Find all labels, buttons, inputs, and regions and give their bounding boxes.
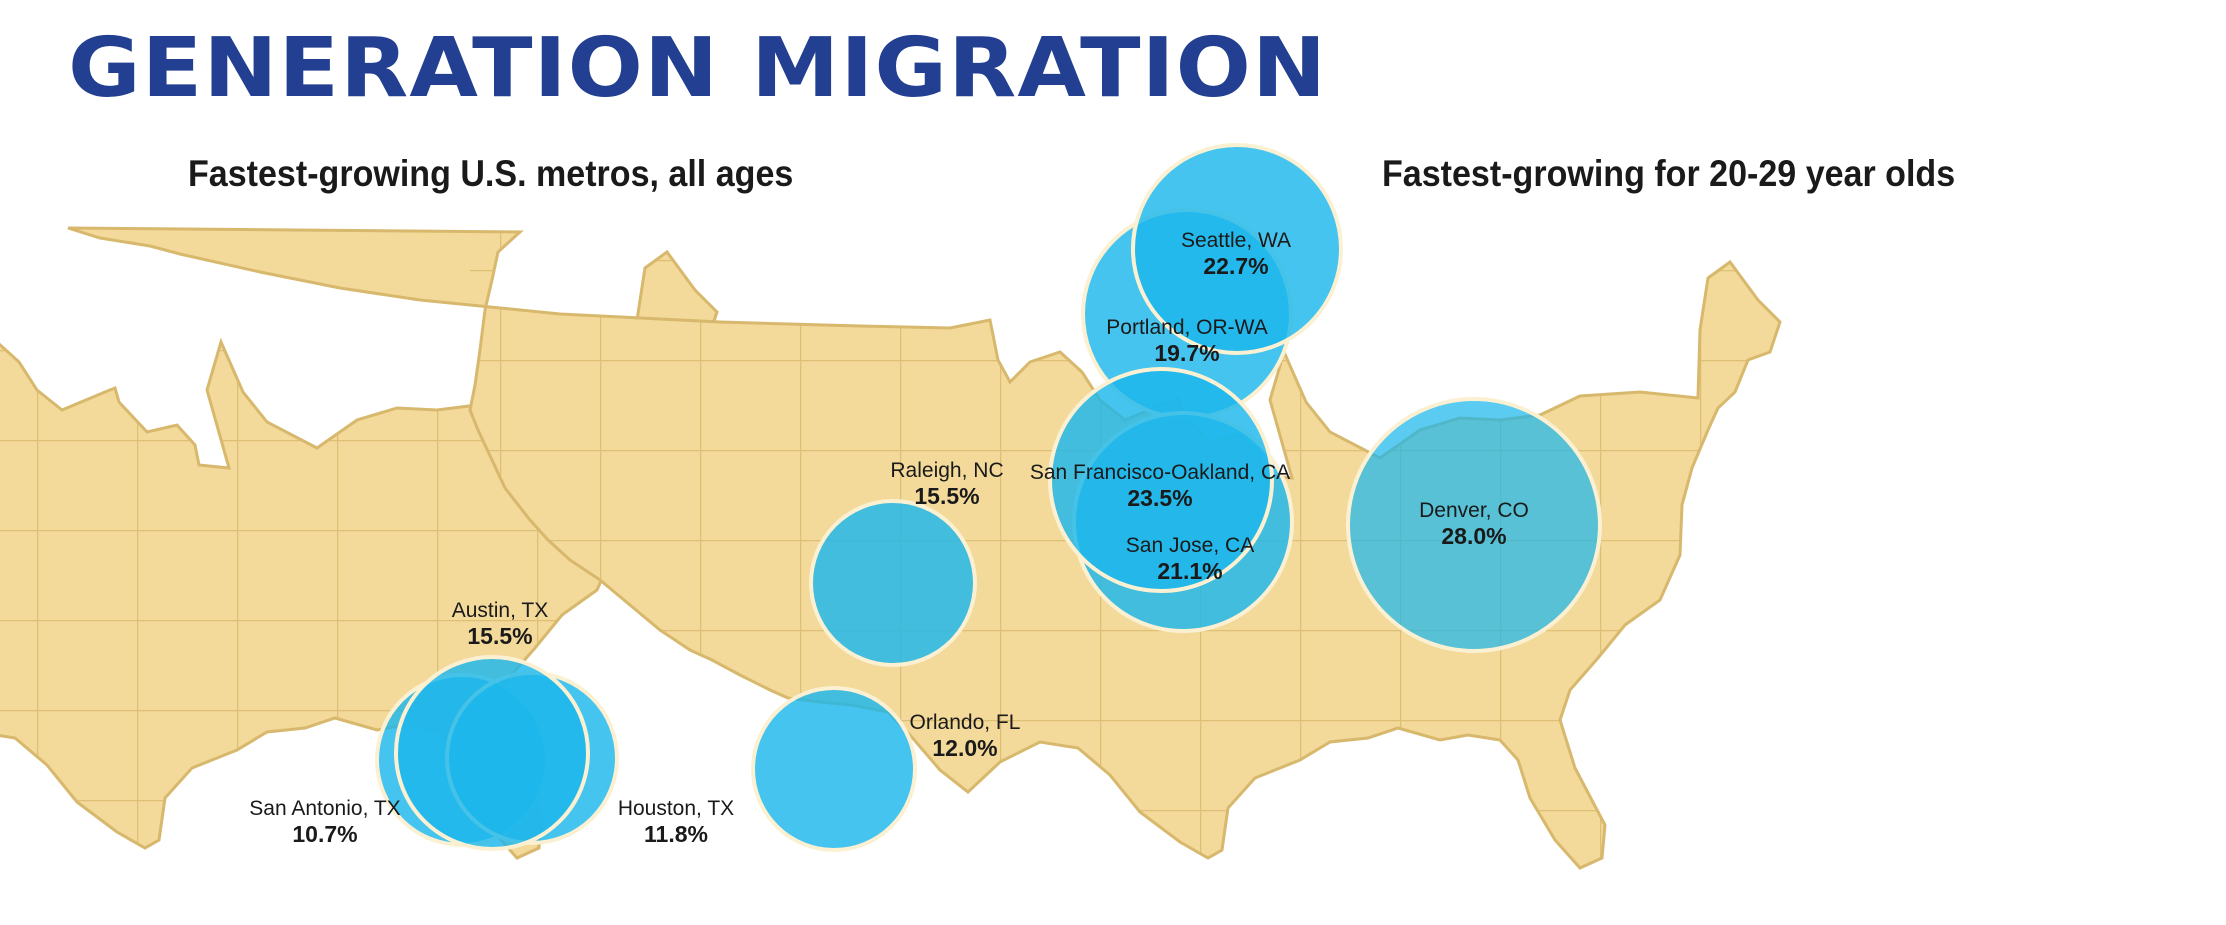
bubble-orlando	[751, 686, 917, 852]
metro-label-san-jose: San Jose, CA 21.1%	[1126, 533, 1254, 586]
right-map-title: Fastest-growing for 20-29 year olds	[1382, 153, 1956, 194]
page-title: GENERATION MIGRATION	[68, 21, 1328, 116]
metro-label-austin: Austin, TX 15.5%	[452, 598, 549, 651]
metro-label-orlando: Orlando, FL 12.0%	[910, 710, 1021, 763]
metro-label-san-antonio: San Antonio, TX 10.7%	[249, 796, 400, 849]
metro-city: Denver, CO	[1419, 499, 1529, 522]
bubble-seattle	[1131, 143, 1343, 355]
metro-value: 10.7%	[292, 821, 358, 848]
left-map-title: Fastest-growing U.S. metros, all ages	[188, 153, 794, 194]
metro-label-raleigh: Raleigh, NC 15.5%	[890, 458, 1003, 511]
metro-city: Orlando, FL	[909, 711, 1021, 734]
metro-value: 22.7%	[1203, 253, 1269, 280]
metro-value: 12.0%	[932, 735, 998, 762]
metro-label-houston: Houston, TX 11.8%	[618, 796, 734, 849]
metro-city: Houston, TX	[617, 797, 735, 820]
bubble-austin	[394, 655, 590, 851]
metro-label-portland: Portland, OR-WA 19.7%	[1106, 315, 1267, 368]
metro-value: 15.5%	[914, 483, 980, 510]
metro-city: San Antonio, TX	[249, 797, 401, 820]
metro-value: 28.0%	[1441, 523, 1507, 550]
metro-label-denver: Denver, CO 28.0%	[1419, 498, 1529, 551]
metro-value: 23.5%	[1127, 485, 1193, 512]
metro-label-seattle: Seattle, WA 22.7%	[1181, 228, 1291, 281]
metro-value: 11.8%	[644, 821, 708, 848]
bubble-raleigh	[809, 499, 977, 667]
bubble-denver	[1346, 397, 1602, 653]
metro-value: 15.5%	[467, 623, 533, 650]
metro-city: Austin, TX	[451, 599, 549, 622]
metro-city: Portland, OR-WA	[1106, 316, 1268, 339]
metro-value: 21.1%	[1157, 558, 1223, 585]
metro-label-san-francisco: San Francisco-Oakland, CA 23.5%	[1030, 460, 1290, 513]
metro-city: San Francisco-Oakland, CA	[1029, 461, 1291, 484]
metro-value: 19.7%	[1154, 340, 1220, 367]
metro-city: Raleigh, NC	[890, 459, 1004, 482]
metro-city: Seattle, WA	[1180, 229, 1292, 252]
bubble-san-francisco	[1048, 367, 1274, 593]
metro-city: San Jose, CA	[1125, 534, 1255, 557]
